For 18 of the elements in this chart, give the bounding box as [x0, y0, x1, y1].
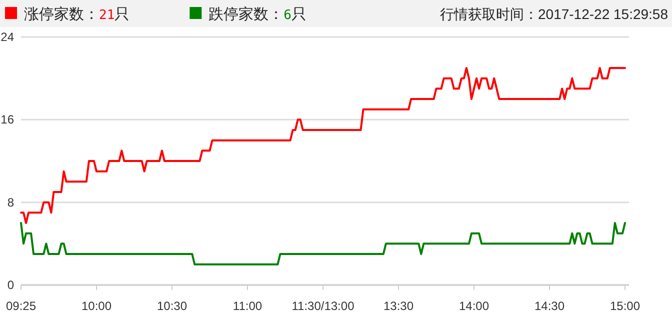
- y-tick-label: 24: [0, 30, 14, 44]
- x-tick-label: 10:30: [156, 299, 188, 313]
- legend-label: 涨停家数：21只: [24, 6, 130, 23]
- text: 行情获取时间：2017-12-22 15:29:58: [440, 6, 668, 22]
- y-tick-label: 0: [7, 278, 14, 292]
- x-tick-label: 15:00: [610, 299, 640, 313]
- x-tick-label: 09:25: [6, 299, 36, 313]
- x-tick-label: 13:30: [383, 299, 414, 313]
- x-tick-label: 14:30: [534, 299, 565, 313]
- x-tick-label: 14:00: [458, 299, 490, 313]
- legend-item: 涨停家数：21只: [5, 6, 130, 23]
- legend-label: 跌停家数：6只: [208, 6, 306, 23]
- legend-item: 跌停家数：6只: [190, 6, 306, 23]
- x-tick-label: 10:00: [81, 299, 112, 313]
- y-tick-label: 8: [7, 195, 14, 210]
- x-tick-label: 11:30/13:00: [292, 299, 355, 313]
- y-tick-label: 16: [0, 112, 14, 127]
- x-tick-label: 11:00: [232, 299, 262, 313]
